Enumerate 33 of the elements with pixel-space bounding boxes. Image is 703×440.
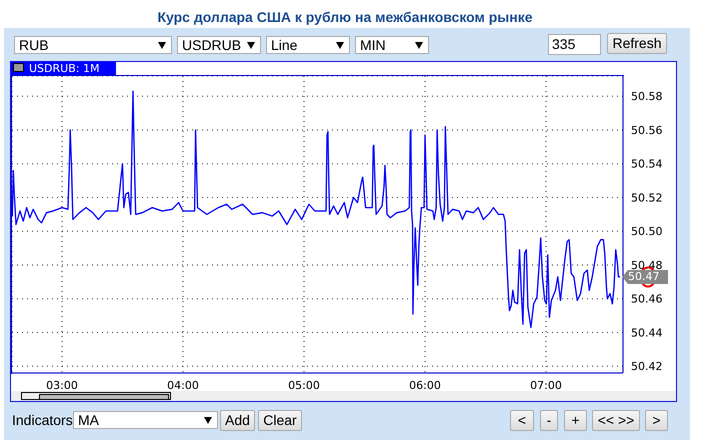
text: MA: [73, 411, 218, 429]
text: USDRUB: [177, 36, 261, 54]
text: MIN: [355, 36, 429, 54]
y-tick-label: 50.48: [631, 258, 662, 272]
x-tick-label: 06:00: [409, 378, 441, 392]
text: RUB: [14, 36, 172, 54]
text: << >>: [592, 410, 640, 431]
x-tick-label: 04:00: [167, 378, 199, 392]
text: +: [564, 410, 587, 431]
y-tick-label: 50.44: [631, 326, 662, 340]
y-tick-label: 50.46: [631, 292, 662, 306]
chart-title: Курс доллара США к рублю на межбанковском рынке: [156, 9, 534, 25]
y-tick-label: 50.52: [631, 191, 662, 204]
text: Indicators: [12, 412, 73, 430]
x-tick-label: 07:00: [530, 378, 562, 392]
text: 335: [548, 34, 601, 55]
y-tick-label: 50.42: [631, 360, 662, 374]
chart-subtitle: USDRUB: 1M: [11, 62, 116, 75]
text: Clear: [258, 410, 302, 431]
y-tick-label: 50.54: [631, 158, 662, 171]
text: 50.47: [628, 270, 668, 284]
line-series: [12, 90, 621, 328]
y-tick-label: 50.56: [631, 124, 662, 137]
y-tick-label: 50.50: [631, 225, 662, 238]
text: >: [645, 410, 668, 431]
text: -: [540, 410, 558, 431]
y-tick-label: 50.58: [631, 90, 662, 104]
text: Line: [266, 36, 350, 54]
x-tick-label: 05:00: [288, 378, 320, 392]
text: <: [510, 410, 534, 431]
text: Add: [220, 410, 255, 431]
x-tick-label: 03:00: [46, 378, 78, 392]
text: Refresh: [607, 33, 667, 54]
